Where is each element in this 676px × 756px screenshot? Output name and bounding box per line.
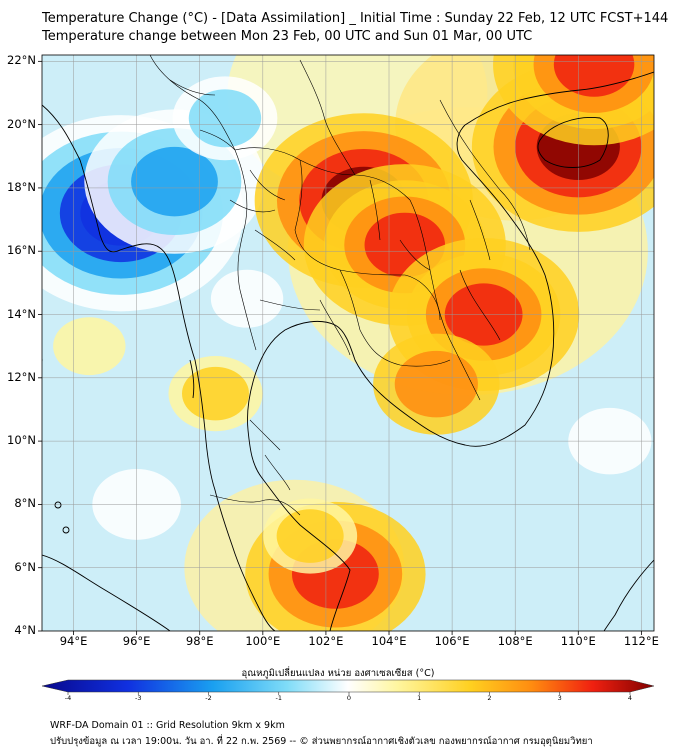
x-tick-label: 112°E [623, 634, 659, 648]
colorbar-tick-label: -2 [205, 694, 212, 702]
y-tick-label: 22°N [7, 53, 36, 68]
x-tick-label: 96°E [122, 634, 151, 648]
y-tick-label: 14°N [7, 306, 36, 321]
colorbar-tick-label: 4 [627, 694, 633, 702]
coastlines [42, 71, 654, 631]
anomaly-14-level-0 [210, 269, 284, 328]
y-tick-label: 18°N [7, 179, 36, 194]
x-tick-label: 106°E [434, 634, 470, 648]
x-tick-label: 100°E [245, 634, 281, 648]
colorbar-tick-label: 2 [487, 694, 492, 702]
graticule [42, 55, 654, 631]
colorbar-tick-label: 0 [346, 694, 352, 702]
anomaly-1-level-2 [131, 146, 218, 217]
anomaly-11-level-0 [53, 317, 126, 376]
y-tick-label: 6°N [14, 559, 36, 574]
anomaly-7-level-3 [553, 55, 635, 97]
x-tick-label: 102°E [308, 634, 344, 648]
colorbar-tick-label: -4 [64, 694, 72, 702]
plot-area [42, 55, 654, 631]
colorbar [41, 679, 655, 695]
country-borders [149, 55, 531, 516]
anomaly-10-level-1 [276, 509, 344, 563]
model-info: WRF-DA Domain 01 :: Grid Resolution 9km … [50, 720, 285, 731]
update-credit: ปรับปรุงข้อมูล ณ เวลา 19:00น. วัน อา. ที… [50, 736, 593, 747]
x-tick-marks [73, 631, 642, 635]
plot-frame [41, 54, 655, 632]
y-tick-label: 4°N [14, 623, 36, 637]
anomaly-15-level-1 [182, 366, 250, 421]
map-subtitle: Temperature change between Mon 23 Feb, 0… [42, 29, 533, 44]
x-tick-label: 108°E [497, 634, 533, 648]
y-tick-label: 16°N [7, 243, 36, 258]
colorbar-label: อุณหภูมิเปลี่ยนแปลง หน่วย องศาเซลเซียส (… [241, 668, 435, 679]
x-tick-label: 94°E [59, 634, 88, 648]
anomaly-9-level-1 [394, 350, 478, 418]
colorbar-tick-label: 3 [557, 694, 562, 702]
colorbar-tick-label: -3 [135, 694, 142, 702]
map-title: Temperature Change (°C) - [Data Assimila… [42, 11, 669, 26]
y-tick-marks [38, 60, 42, 632]
y-tick-label: 8°N [14, 496, 36, 511]
y-tick-label: 20°N [7, 116, 36, 131]
colorbar-tick-label: -1 [275, 694, 282, 702]
colorbar-tick-marks [67, 692, 631, 695]
y-tick-label: 12°N [7, 369, 36, 384]
colorbar-bar [41, 679, 655, 693]
x-tick-label: 110°E [560, 634, 596, 648]
colorbar-tick-label: 1 [417, 694, 422, 702]
y-tick-label: 10°N [7, 433, 36, 448]
x-tick-label: 104°E [371, 634, 407, 648]
x-tick-label: 98°E [185, 634, 214, 648]
temperature-field [42, 55, 654, 631]
